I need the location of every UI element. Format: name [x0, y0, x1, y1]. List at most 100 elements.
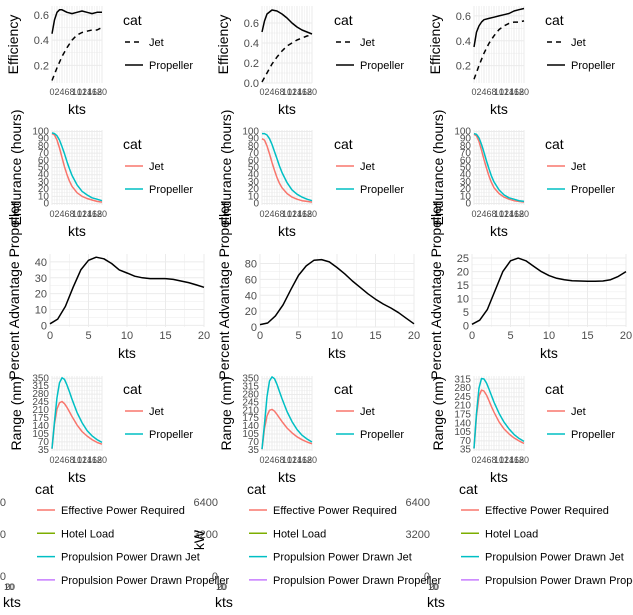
x-tick-label: 18: [302, 209, 312, 219]
x-tick-label: 20: [307, 87, 317, 97]
series-line-percent-advantage: [49, 256, 205, 325]
x-tick-label: 18: [302, 455, 312, 465]
y-tick-label: 90: [248, 134, 260, 145]
y-tick-label: 100: [454, 126, 471, 137]
legend-title: cat: [123, 381, 142, 397]
legend-label: Effective Power Required: [61, 505, 185, 517]
x-tick-label: 8: [279, 455, 284, 465]
legend-label: Propulsion Power Drawn Propeller: [273, 575, 441, 587]
x-axis-title: kts: [490, 101, 508, 117]
legend-title: cat: [35, 481, 54, 497]
y-tick-label: 60: [245, 274, 257, 286]
series-line-propeller: [473, 377, 525, 449]
y-tick-label: 90: [460, 134, 472, 145]
y-tick-label: 0: [424, 571, 430, 583]
y-tick-label: 35: [248, 445, 260, 456]
y-axis-title: Percent Advantage Propeller: [428, 201, 444, 380]
legend-title: cat: [123, 12, 142, 28]
x-axis-title: kts: [3, 594, 21, 610]
legend-label-propeller: Propeller: [571, 60, 615, 72]
x-tick-label: 4: [59, 455, 64, 465]
y-tick-label: 0.6: [34, 10, 49, 22]
y-tick-label: 0: [465, 199, 471, 210]
y-tick-label: 70: [460, 148, 472, 159]
x-tick-label: 18: [514, 455, 524, 465]
y-tick-label: 5: [463, 307, 469, 319]
legend-title: cat: [459, 481, 478, 497]
x-tick-label: 20: [429, 582, 439, 592]
y-tick-label: 20: [457, 267, 469, 279]
x-tick-label: 10: [494, 455, 504, 465]
legend-title: cat: [334, 136, 353, 152]
x-tick-label: 20: [97, 455, 107, 465]
series-line-jet: [51, 400, 103, 449]
x-tick-label: 2: [264, 87, 269, 97]
y-tick-label: 35: [38, 445, 50, 456]
series-line-propeller: [51, 132, 103, 202]
x-tick-label: 20: [217, 582, 227, 592]
y-tick-label: 0: [41, 320, 47, 332]
x-tick-label: 6: [64, 455, 69, 465]
x-tick-label: 10: [282, 87, 292, 97]
legend-label-jet: Jet: [149, 161, 164, 173]
y-axis-title: Percent Advantage Propeller: [216, 201, 232, 380]
y-tick-label: 0.4: [244, 38, 259, 50]
x-tick-label: 18: [92, 455, 102, 465]
y-tick-label: 0.4: [34, 35, 49, 47]
legend-title: cat: [545, 381, 564, 397]
x-tick-label: 8: [279, 87, 284, 97]
x-tick-label: 10: [4, 582, 14, 592]
x-tick-label: 2: [264, 455, 269, 465]
x-tick-label: 12: [287, 455, 297, 465]
y-tick-label: 0.6: [244, 18, 259, 30]
x-axis-title: kts: [328, 345, 346, 361]
series-line-jet: [473, 20, 525, 80]
y-tick-label: 245: [454, 392, 471, 403]
x-tick-label: 20: [519, 455, 529, 465]
y-tick-label: 140: [32, 421, 49, 432]
y-tick-label: 0: [251, 322, 257, 334]
x-tick-label: 8: [69, 87, 74, 97]
legend-label: Effective Power Required: [273, 505, 397, 517]
legend-label-jet: Jet: [360, 37, 375, 49]
y-tick-label: 140: [454, 418, 471, 429]
series-line-jet: [261, 408, 313, 450]
x-tick-label: 12: [499, 455, 509, 465]
x-tick-label: 6: [274, 209, 279, 219]
x-tick-label: 16: [509, 209, 519, 219]
y-tick-label: 30: [460, 177, 472, 188]
x-tick-label: 12: [77, 87, 87, 97]
y-tick-label: 0: [43, 199, 49, 210]
x-tick-label: 20: [519, 209, 529, 219]
x-tick-label: 0: [471, 209, 476, 219]
x-tick-label: 20: [5, 582, 15, 592]
legend-label-jet: Jet: [360, 161, 375, 173]
x-tick-label: 14: [82, 87, 92, 97]
x-tick-label: 2: [54, 455, 59, 465]
x-tick-label: 20: [620, 330, 632, 342]
x-axis-title: kts: [490, 223, 508, 239]
x-tick-label: 10: [72, 209, 82, 219]
legend-title: cat: [123, 136, 142, 152]
y-tick-label: 40: [38, 170, 50, 181]
x-tick-label: 10: [72, 87, 82, 97]
x-tick-label: 8: [491, 209, 496, 219]
y-tick-label: 245: [32, 397, 49, 408]
y-tick-label: 280: [242, 390, 259, 401]
legend-title: cat: [247, 481, 266, 497]
legend-title: cat: [545, 136, 564, 152]
y-tick-label: 0.2: [456, 61, 471, 73]
x-axis-title: kts: [215, 594, 233, 610]
x-tick-label: 20: [97, 209, 107, 219]
y-tick-label: 20: [245, 306, 257, 318]
x-tick-label: 14: [292, 87, 302, 97]
y-tick-label: 20: [38, 184, 50, 195]
x-tick-label: 14: [82, 455, 92, 465]
x-tick-label: 2: [476, 87, 481, 97]
x-tick-label: 0: [429, 582, 434, 592]
x-tick-label: 10: [282, 209, 292, 219]
x-tick-label: 15: [369, 330, 381, 342]
legend-label: Hotel Load: [61, 528, 114, 540]
